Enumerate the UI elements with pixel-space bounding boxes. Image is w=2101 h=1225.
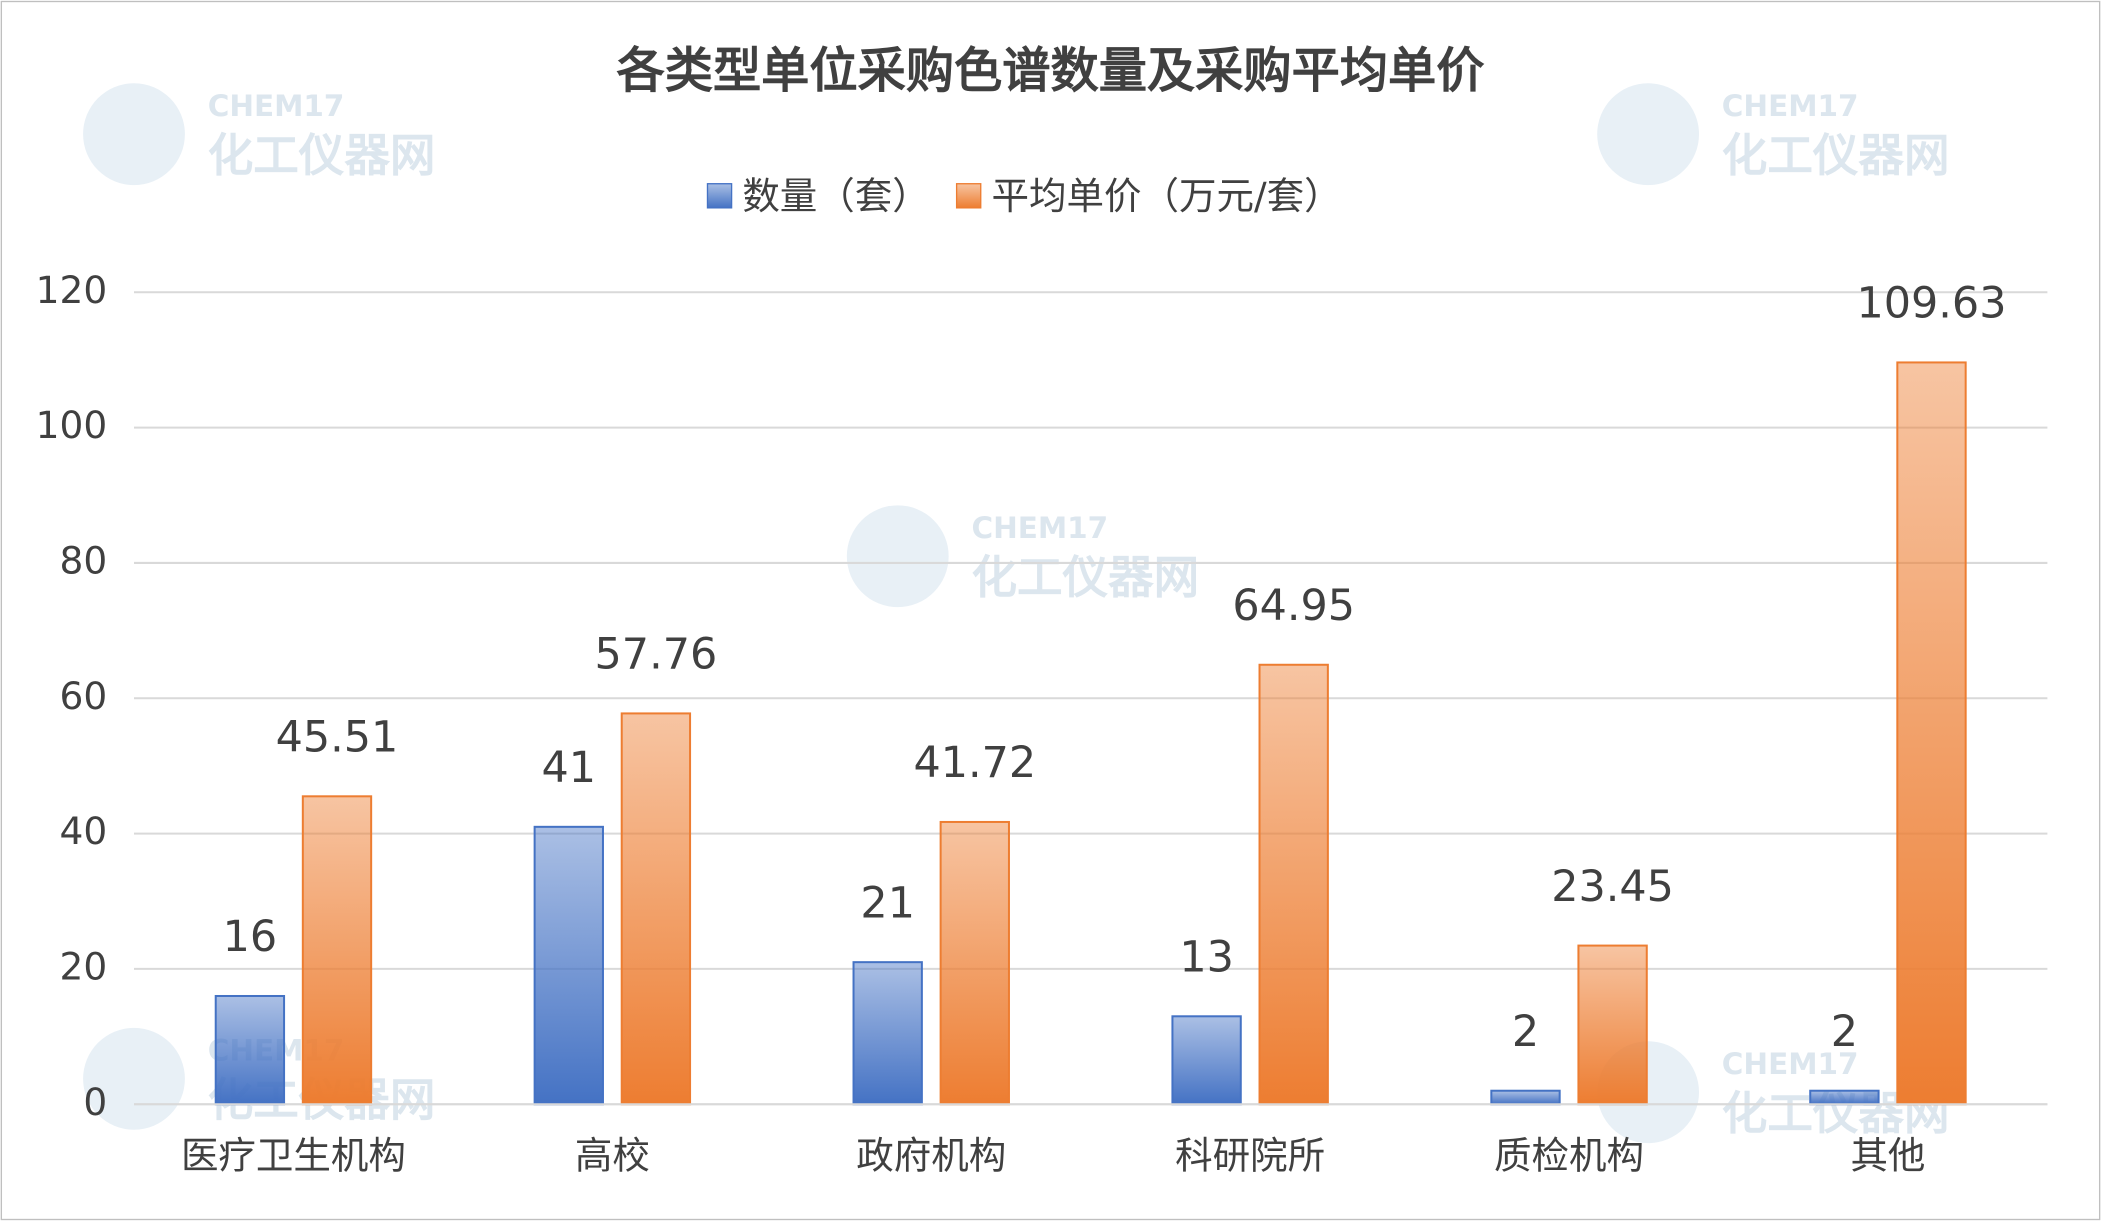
legend-label: 数量（套） <box>742 174 929 218</box>
y-tick-label: 0 <box>83 1080 107 1124</box>
y-tick-label: 80 <box>59 538 107 582</box>
watermark-brand: CHEM17 <box>1722 89 1859 123</box>
data-label: 13 <box>1179 933 1234 983</box>
x-tick-label: 其他 <box>1850 1133 1925 1177</box>
x-tick-label: 质检机构 <box>1494 1133 1644 1177</box>
bar <box>301 795 373 1106</box>
bar <box>1577 944 1648 1106</box>
watermark-logo <box>1597 83 1700 186</box>
watermark-name: 化工仪器网 <box>971 551 1199 604</box>
x-tick-label: 高校 <box>575 1133 650 1177</box>
watermark-name: 化工仪器网 <box>1722 129 1950 182</box>
y-tick-label: 120 <box>36 268 108 312</box>
data-label: 41.72 <box>913 738 1036 788</box>
legend-swatch <box>955 183 982 209</box>
legend: 数量（套） 平均单价（万元/套） <box>706 174 1342 218</box>
data-label: 21 <box>860 878 915 928</box>
data-label: 2 <box>1512 1007 1539 1057</box>
watermark-name: 化工仪器网 <box>208 129 436 182</box>
bar <box>1171 1015 1242 1106</box>
data-label: 2 <box>1831 1007 1858 1057</box>
watermark-brand: CHEM17 <box>971 511 1108 545</box>
bar <box>1490 1089 1561 1106</box>
y-tick-label: 100 <box>36 403 108 447</box>
bar <box>939 820 1010 1106</box>
watermark-brand: CHEM17 <box>208 89 345 123</box>
bar <box>533 825 604 1106</box>
data-label: 41 <box>542 743 597 793</box>
data-label: 64.95 <box>1232 581 1355 631</box>
data-label: 57.76 <box>595 630 718 680</box>
data-label: 45.51 <box>276 713 399 763</box>
chart-title: 各类型单位采购色谱数量及采购平均单价 <box>617 43 1486 99</box>
data-label: 109.63 <box>1857 279 2007 329</box>
x-tick-label: 医疗卫生机构 <box>181 1133 406 1177</box>
watermark-logo <box>83 83 185 186</box>
bar <box>214 994 286 1106</box>
bar <box>852 961 923 1106</box>
y-tick-label: 20 <box>59 944 107 988</box>
y-tick-label: 60 <box>59 674 107 718</box>
watermark-brand: CHEM17 <box>1722 1047 1859 1081</box>
bar <box>620 712 692 1106</box>
data-label: 16 <box>223 912 278 962</box>
legend-label: 平均单价（万元/套） <box>991 174 1341 218</box>
watermark-logo <box>846 505 949 608</box>
x-tick-label: 科研院所 <box>1175 1133 1325 1177</box>
y-tick-label: 40 <box>59 809 107 853</box>
bar <box>1809 1089 1880 1106</box>
data-label: 23.45 <box>1551 862 1674 912</box>
bar <box>1258 663 1329 1106</box>
x-tick-label: 政府机构 <box>856 1133 1006 1177</box>
legend-swatch <box>706 183 733 209</box>
bar <box>1896 361 1967 1106</box>
